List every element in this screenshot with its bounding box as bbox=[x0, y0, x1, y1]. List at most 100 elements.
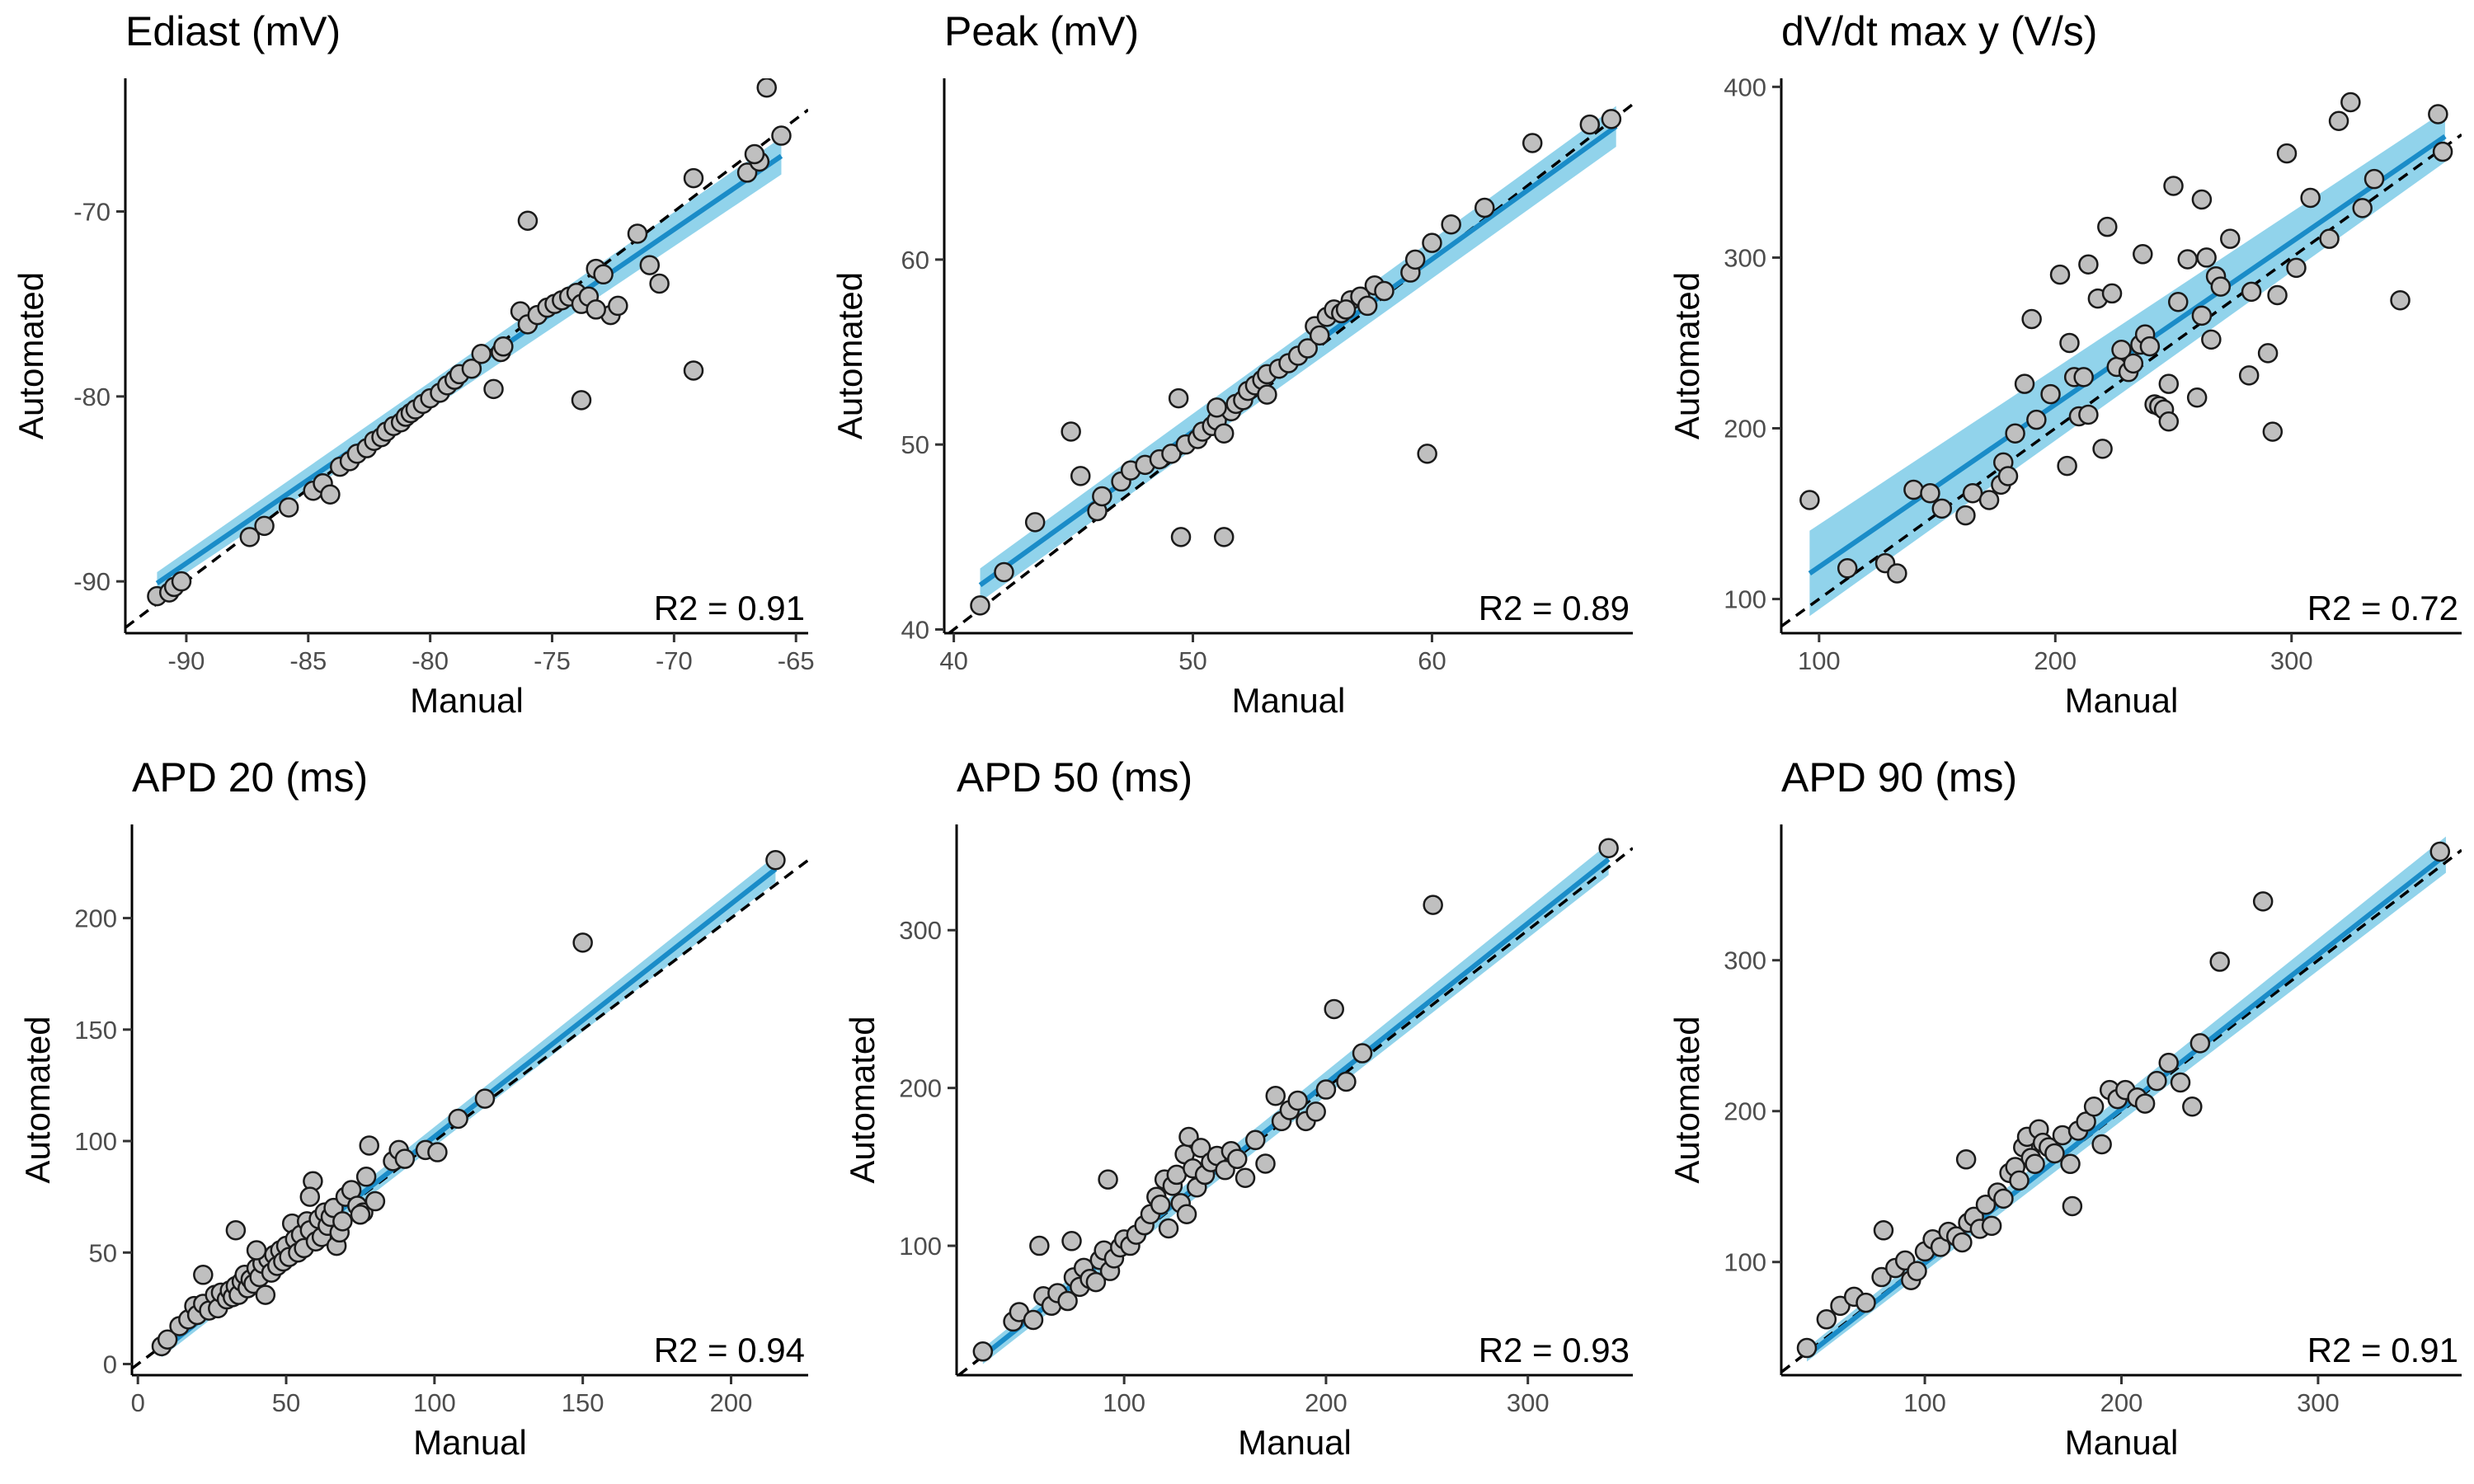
data-point bbox=[1955, 505, 1976, 526]
data-point bbox=[1023, 1309, 1044, 1331]
x-tick-label: -85 bbox=[289, 646, 327, 675]
data-point bbox=[2209, 951, 2230, 972]
data-point bbox=[2111, 340, 2132, 360]
data-point bbox=[2163, 176, 2184, 196]
data-point bbox=[1176, 1204, 1197, 1225]
data-point bbox=[1309, 325, 1330, 346]
panel-title: Peak (mV) bbox=[944, 8, 1139, 54]
data-point bbox=[1245, 1129, 1266, 1151]
data-point bbox=[639, 255, 661, 275]
data-point bbox=[571, 390, 592, 411]
x-tick-label: 100 bbox=[1798, 646, 1841, 675]
scatter-panel: 100 200 300 100 200 300 APD 50 (ms) Manual Autom… bbox=[843, 754, 1633, 1462]
data-point bbox=[1057, 1290, 1078, 1312]
data-point bbox=[2252, 891, 2274, 912]
data-point bbox=[1170, 527, 1192, 547]
scatter-panel: 100 200 300 100 200 300 APD 90 (ms) Manual Autom… bbox=[1667, 754, 2462, 1462]
data-point bbox=[2091, 1134, 2112, 1155]
data-point bbox=[2123, 353, 2144, 374]
data-point bbox=[2025, 1153, 2045, 1175]
data-point bbox=[1085, 1271, 1107, 1293]
panel-title: Ediast (mV) bbox=[125, 8, 341, 54]
data-point bbox=[2257, 343, 2279, 364]
data-point bbox=[756, 78, 777, 98]
r2-annotation: R2 = 0.94 bbox=[654, 1331, 805, 1369]
data-point bbox=[1297, 338, 1318, 359]
data-point bbox=[572, 932, 593, 953]
y-tick-label: -80 bbox=[73, 383, 111, 411]
data-point bbox=[474, 1088, 496, 1109]
data-point bbox=[1981, 1215, 2002, 1237]
y-tick-label: 200 bbox=[1724, 1097, 1766, 1126]
data-point bbox=[1190, 1138, 1211, 1158]
data-point bbox=[1441, 214, 1461, 235]
data-point bbox=[2097, 216, 2118, 237]
x-tick-label: -65 bbox=[778, 646, 815, 675]
data-point bbox=[2078, 254, 2099, 275]
data-point bbox=[365, 1190, 386, 1212]
y-tick-label: 0 bbox=[103, 1350, 117, 1378]
data-point bbox=[394, 1148, 416, 1169]
r2-annotation: R2 = 0.89 bbox=[1479, 589, 1630, 627]
data-point bbox=[2005, 423, 2025, 444]
x-tick-label: -90 bbox=[168, 646, 205, 675]
plot-area bbox=[957, 838, 1633, 1375]
data-point bbox=[2049, 264, 2071, 285]
x-axis-title: Manual bbox=[1232, 681, 1346, 720]
x-tick-label: 200 bbox=[710, 1388, 753, 1417]
data-point bbox=[427, 1142, 448, 1162]
data-point bbox=[2286, 257, 2307, 279]
data-point bbox=[225, 1219, 247, 1241]
data-point bbox=[2062, 1195, 2083, 1217]
data-point bbox=[1799, 490, 1820, 510]
data-point bbox=[320, 484, 341, 505]
y-tick-label: 300 bbox=[899, 916, 942, 945]
y-tick-label: 150 bbox=[74, 1016, 117, 1045]
data-point bbox=[2158, 411, 2180, 432]
data-point bbox=[2133, 244, 2153, 265]
data-point bbox=[1336, 1071, 1357, 1092]
data-point bbox=[1997, 466, 2019, 486]
y-tick-label: 200 bbox=[1724, 415, 1766, 444]
x-tick-label: 200 bbox=[1305, 1388, 1348, 1417]
y-tick-label: 300 bbox=[1724, 243, 1766, 272]
data-point bbox=[246, 1240, 267, 1261]
data-point bbox=[2319, 228, 2340, 249]
scatter-panel: 0 50 100 150 200 0 50 100 150 200 APD 20 (ms) Manua… bbox=[18, 754, 808, 1462]
data-point bbox=[1993, 1188, 2014, 1209]
data-point bbox=[2429, 841, 2451, 862]
panel-title: dV/dt max y (V/s) bbox=[1781, 8, 2097, 54]
data-point bbox=[2014, 373, 2035, 394]
data-point bbox=[2073, 367, 2094, 387]
data-point bbox=[1255, 1153, 1276, 1174]
data-point bbox=[1955, 1149, 1977, 1170]
data-point bbox=[1024, 512, 1046, 533]
data-point bbox=[1920, 482, 1940, 504]
x-tick-label: 0 bbox=[131, 1388, 145, 1417]
data-point bbox=[2262, 421, 2284, 442]
data-point bbox=[972, 1341, 994, 1362]
data-point bbox=[683, 167, 704, 189]
y-tick-label: 300 bbox=[1724, 946, 1766, 975]
data-point bbox=[2201, 329, 2222, 350]
y-tick-label: 100 bbox=[899, 1232, 942, 1261]
data-point bbox=[2352, 198, 2373, 218]
data-point bbox=[2340, 92, 2361, 113]
data-point bbox=[1061, 1231, 1082, 1252]
r2-annotation: R2 = 0.91 bbox=[654, 589, 805, 627]
data-point bbox=[1315, 1079, 1337, 1100]
data-point bbox=[332, 1211, 353, 1232]
data-point bbox=[1092, 486, 1112, 507]
data-point bbox=[255, 1284, 276, 1305]
x-tick-label: 300 bbox=[1507, 1388, 1550, 1417]
x-axis-title: Manual bbox=[413, 1423, 527, 1462]
data-point bbox=[765, 850, 786, 871]
data-point bbox=[2044, 1143, 2065, 1164]
x-tick-label: 200 bbox=[2100, 1388, 2143, 1417]
data-point bbox=[2158, 373, 2180, 394]
data-point bbox=[586, 299, 606, 320]
data-point bbox=[1287, 1090, 1308, 1111]
y-tick-label: 200 bbox=[899, 1074, 942, 1103]
data-point bbox=[593, 264, 614, 285]
data-point bbox=[1873, 1220, 1894, 1241]
